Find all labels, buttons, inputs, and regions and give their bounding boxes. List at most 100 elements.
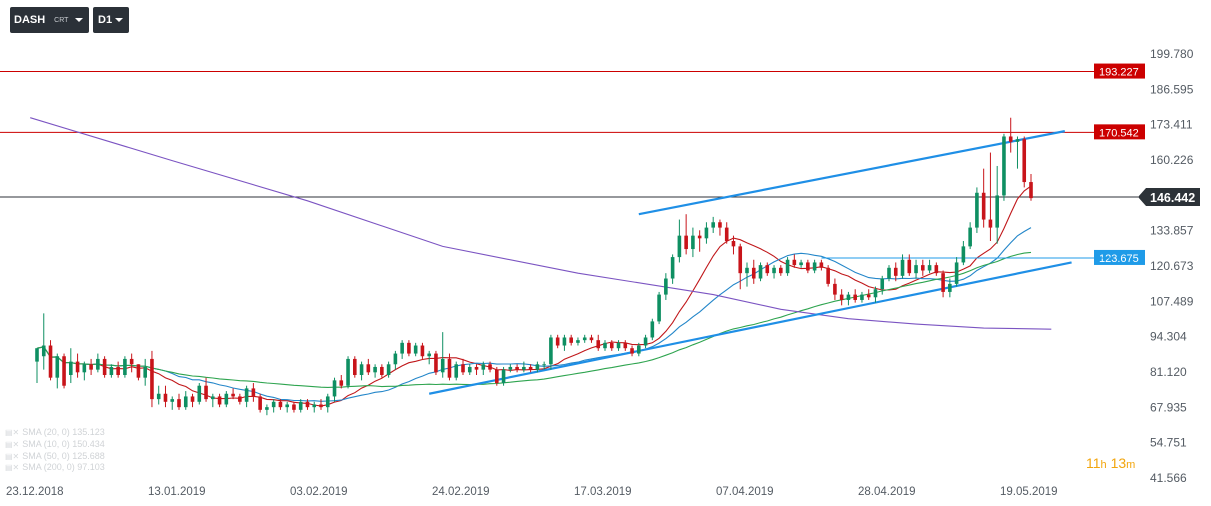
candle-body[interactable] [873, 289, 878, 298]
candle-body[interactable] [887, 267, 891, 279]
candle-body[interactable] [339, 380, 344, 386]
symbol-selector[interactable]: DASH CRT [10, 7, 89, 33]
candle-body[interactable] [353, 358, 357, 376]
candle-body[interactable] [981, 192, 986, 220]
candle-body[interactable] [285, 404, 289, 408]
candle-body[interactable] [481, 364, 486, 370]
candle-body[interactable] [265, 407, 269, 410]
candle-body[interactable] [170, 399, 175, 402]
candle-body[interactable] [373, 366, 377, 373]
candle-body[interactable] [380, 366, 384, 376]
candle-body[interactable] [643, 337, 648, 346]
candle-body[interactable] [75, 361, 80, 373]
candle-body[interactable] [569, 337, 573, 343]
candle-body[interactable] [751, 267, 756, 279]
candle-body[interactable] [677, 235, 682, 258]
candle-body[interactable] [738, 246, 743, 274]
candle-body[interactable] [150, 358, 154, 400]
candle-body[interactable] [474, 366, 479, 370]
candle-body[interactable] [508, 366, 513, 370]
candle-body[interactable] [461, 364, 465, 373]
candle-body[interactable] [102, 358, 107, 376]
candle-body[interactable] [386, 364, 391, 376]
candle-body[interactable] [697, 235, 702, 239]
candle-body[interactable] [765, 265, 770, 274]
candle-body[interactable] [941, 273, 945, 292]
candle-body[interactable] [238, 396, 242, 402]
candle-body[interactable] [278, 401, 283, 408]
candle-body[interactable] [535, 364, 540, 370]
candle-body[interactable] [623, 342, 628, 349]
candle-body[interactable] [806, 262, 810, 271]
candle-body[interactable] [542, 364, 546, 366]
candle-body[interactable] [812, 262, 817, 271]
legend-item[interactable]: ▤✕ SMA (200, 0) 97.103 [5, 462, 105, 474]
candle-body[interactable] [684, 235, 688, 250]
candle-body[interactable] [555, 337, 560, 346]
candle-body[interactable] [89, 364, 93, 370]
candle-body[interactable] [731, 241, 736, 247]
candle-body[interactable] [434, 353, 438, 373]
candle-body[interactable] [251, 388, 256, 397]
candle-body[interactable] [819, 262, 824, 268]
candle-body[interactable] [988, 219, 993, 228]
candle-body[interactable] [156, 393, 161, 400]
candle-body[interactable] [866, 294, 871, 298]
settings-icon[interactable]: ▤✕ [5, 439, 20, 449]
candle-body[interactable] [711, 222, 715, 228]
candle-body[interactable] [197, 385, 202, 402]
candle-body[interactable] [515, 366, 519, 370]
candle-body[interactable] [853, 294, 857, 300]
candle-body[interactable] [440, 358, 445, 373]
candle-body[interactable] [691, 235, 695, 250]
candle-body[interactable] [211, 396, 215, 400]
candle-body[interactable] [163, 393, 168, 402]
candle-body[interactable] [41, 345, 46, 357]
candle-body[interactable] [961, 246, 966, 263]
candle-body[interactable] [55, 356, 60, 378]
candle-body[interactable] [129, 358, 134, 365]
candle-body[interactable] [995, 195, 999, 228]
candle-body[interactable] [704, 227, 709, 239]
candle-body[interactable] [799, 262, 803, 266]
candle-body[interactable] [143, 366, 147, 378]
candle-body[interactable] [244, 388, 249, 402]
candle-body[interactable] [1002, 136, 1006, 196]
candle-body[interactable] [779, 267, 783, 274]
candle-body[interactable] [325, 396, 330, 408]
candle-body[interactable] [637, 345, 641, 354]
candle-body[interactable] [224, 393, 229, 405]
candle-body[interactable] [664, 278, 668, 295]
candle-body[interactable] [413, 345, 418, 354]
candle-body[interactable] [562, 337, 567, 346]
candle-body[interactable] [650, 321, 655, 338]
candle-body[interactable] [522, 366, 526, 370]
candle-body[interactable] [393, 353, 398, 365]
candle-body[interactable] [116, 366, 120, 376]
candle-body[interactable] [467, 366, 472, 373]
candle-body[interactable] [589, 337, 594, 341]
trendline[interactable] [638, 130, 1066, 216]
legend-item[interactable]: ▤✕ SMA (10, 0) 150.434 [5, 439, 105, 451]
candle-body[interactable] [954, 262, 959, 284]
timeframe-selector[interactable]: D1 [93, 7, 129, 33]
candle-body[interactable] [792, 259, 797, 266]
legend-item[interactable]: ▤✕ SMA (50, 0) 125.688 [5, 451, 105, 463]
candle-body[interactable] [292, 404, 296, 410]
candle-body[interactable] [1022, 139, 1027, 183]
candle-body[interactable] [975, 192, 979, 228]
candle-body[interactable] [346, 358, 350, 386]
candle-body[interactable] [82, 364, 87, 373]
candle-body[interactable] [603, 342, 607, 349]
candle-body[interactable] [420, 345, 425, 357]
candle-body[interactable] [880, 278, 885, 290]
candle-body[interactable] [183, 396, 188, 408]
settings-icon[interactable]: ▤✕ [5, 451, 20, 461]
candle-body[interactable] [366, 364, 371, 373]
candle-body[interactable] [109, 366, 114, 376]
candle-body[interactable] [488, 364, 492, 370]
candle-body[interactable] [860, 294, 864, 300]
candle-body[interactable] [927, 265, 932, 271]
candle-body[interactable] [616, 342, 621, 349]
